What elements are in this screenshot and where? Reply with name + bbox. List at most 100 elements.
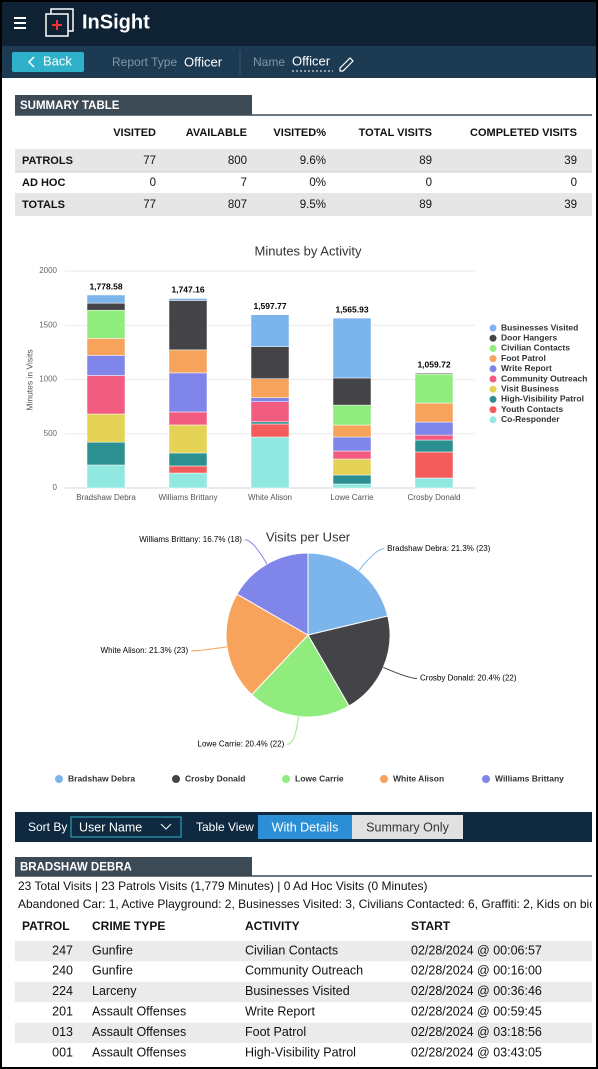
y-tick-label: 0 <box>53 483 58 492</box>
cell: High-Visibility Patrol <box>245 1045 356 1059</box>
bar-segment <box>168 411 208 426</box>
column-header: VISITED <box>113 127 156 139</box>
view-option-label[interactable]: Summary Only <box>366 820 449 834</box>
legend-marker <box>489 416 497 424</box>
bar-segment <box>414 373 454 404</box>
cell: 247 <box>52 943 73 957</box>
summary-title: SUMMARY TABLE <box>20 100 120 112</box>
cell: 800 <box>228 155 247 167</box>
bar-segment <box>414 439 454 453</box>
bar-segment <box>250 423 290 438</box>
legend-label: High-Visibility Patrol <box>501 394 584 404</box>
cell: 807 <box>228 199 247 211</box>
legend-label: Lowe Carrie <box>295 773 344 783</box>
bar-segment <box>250 378 290 398</box>
view-option-label[interactable]: With Details <box>272 820 339 834</box>
report-type-label: Report Type <box>112 55 177 69</box>
legend-marker <box>489 324 497 332</box>
legend-label: Visit Business <box>501 383 559 393</box>
bar-segment <box>414 402 454 423</box>
legend-label: Write Report <box>501 363 552 373</box>
bar-segment <box>332 474 372 485</box>
cell: 9.5% <box>300 199 326 211</box>
view-option[interactable] <box>258 815 352 839</box>
cell: 39 <box>564 199 577 211</box>
row-shade <box>15 981 592 1003</box>
cell: 7 <box>241 177 247 189</box>
toolbar <box>0 46 598 78</box>
bar-segment <box>332 317 372 379</box>
cell: 001 <box>52 1045 73 1059</box>
cell: 39 <box>564 155 577 167</box>
row-shade <box>15 1022 592 1043</box>
sort-label: Sort By <box>28 820 67 834</box>
column-header: START <box>411 919 451 933</box>
app-name: InSight <box>82 11 150 33</box>
total-label: 1,778.58 <box>89 281 122 291</box>
pie-slice <box>225 593 309 696</box>
visit-breakdown: Abandoned Car: 1, Active Playground: 2, … <box>18 897 595 911</box>
cell: Civilian Contacts <box>245 943 338 957</box>
bar-segment <box>86 309 126 339</box>
row-label: TOTALS <box>22 199 65 211</box>
back-label[interactable]: Back <box>43 53 72 68</box>
leader-line <box>191 646 227 652</box>
bar-segment <box>86 375 126 415</box>
edit-icon[interactable] <box>339 57 354 72</box>
slice-label: Lowe Carrie: 20.4% (22) <box>198 739 285 748</box>
cell: Community Outreach <box>245 964 363 978</box>
bar-segment <box>414 372 454 375</box>
cell: 0 <box>426 177 432 189</box>
cell: Assault Offenses <box>92 1045 186 1059</box>
cell: Assault Offenses <box>92 1025 186 1039</box>
row-shade <box>15 941 592 962</box>
name-value[interactable]: Officer <box>292 53 331 68</box>
total-label: 1,747.16 <box>171 285 204 295</box>
bar-segment <box>168 452 208 467</box>
detail-title: BRADSHAW DEBRA <box>20 862 132 874</box>
column-header: PATROL <box>22 919 70 933</box>
legend-label: Youth Contacts <box>501 404 563 414</box>
row-label: PATROLS <box>22 155 73 167</box>
detail-title-bg <box>15 857 252 876</box>
legend-label: Door Hangers <box>501 332 557 342</box>
bar-segment <box>168 349 208 374</box>
summary-title-bg <box>15 95 252 115</box>
legend-marker <box>172 775 180 783</box>
slice-label: White Alison: 21.3% (23) <box>101 646 189 655</box>
bar-segment <box>332 377 372 406</box>
back-button[interactable] <box>12 52 84 72</box>
sort-value: User Name <box>79 820 142 834</box>
bar-segment <box>86 302 126 311</box>
menu-icon[interactable] <box>14 17 26 29</box>
legend-marker <box>282 775 290 783</box>
bar-segment <box>332 458 372 476</box>
bar-segment <box>414 477 454 489</box>
column-header: TOTAL VISITS <box>359 127 432 139</box>
legend-marker <box>489 395 497 403</box>
cell: 02/28/2024 @ 00:16:00 <box>411 964 542 978</box>
column-header: AVAILABLE <box>186 127 247 139</box>
cell: 0% <box>309 177 326 189</box>
bar-segment <box>414 451 454 479</box>
legend-marker <box>489 385 497 393</box>
legend-label: Crosby Donald <box>185 773 245 783</box>
view-label: Table View <box>196 820 254 834</box>
bar-segment <box>332 483 372 489</box>
cell: 89 <box>419 155 432 167</box>
y-tick-label: 500 <box>44 429 58 438</box>
bar-segment <box>168 372 208 413</box>
cell: 77 <box>143 155 156 167</box>
row-shade <box>15 195 592 216</box>
view-option[interactable] <box>352 815 463 839</box>
cell: Larceny <box>92 984 137 998</box>
cell: 013 <box>52 1025 73 1039</box>
bar-segment <box>250 421 290 425</box>
cell: 0 <box>571 177 577 189</box>
sort-select[interactable] <box>70 816 182 838</box>
legend-marker <box>380 775 388 783</box>
slice-label: Crosby Donald: 20.4% (22) <box>420 674 517 683</box>
report-type-value: Officer <box>184 54 223 69</box>
bar-segment <box>86 294 126 304</box>
